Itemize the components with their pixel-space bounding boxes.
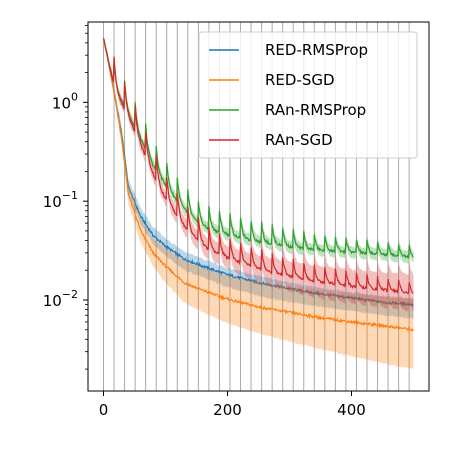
x-tick-label: 400 (337, 401, 366, 419)
legend-label: RAn-RMSProp (265, 101, 366, 119)
legend-label: RED-SGD (265, 71, 335, 89)
y-axis: 100 10−1 10−2 (43, 25, 88, 370)
legend-box (198, 31, 418, 159)
series-line-red-rmsprop (102, 38, 414, 307)
x-tick-label: 200 (213, 401, 242, 419)
legend-label: RAn-SGD (265, 131, 333, 149)
y-tick-label: 10−1 (43, 189, 78, 211)
legend: RED-RMSProp RED-SGD RAn-RMSProp RAn-SGD (198, 31, 418, 159)
series-line-ran-sgd (102, 38, 414, 295)
series-band-red-sgd (103, 37, 414, 370)
legend-label: RED-RMSProp (265, 41, 368, 59)
series-line-red-sgd (102, 38, 414, 332)
plot-area (102, 35, 414, 370)
axes-frame (87, 21, 430, 392)
y-tick-label: 10−2 (43, 288, 78, 310)
series-line-ran-rmsprop (102, 38, 414, 259)
x-axis: 0 200 400 (99, 391, 366, 419)
x-tick-label: 0 (99, 401, 109, 419)
series-band-ran-sgd (103, 36, 414, 312)
y-tick-label: 100 (52, 90, 78, 112)
